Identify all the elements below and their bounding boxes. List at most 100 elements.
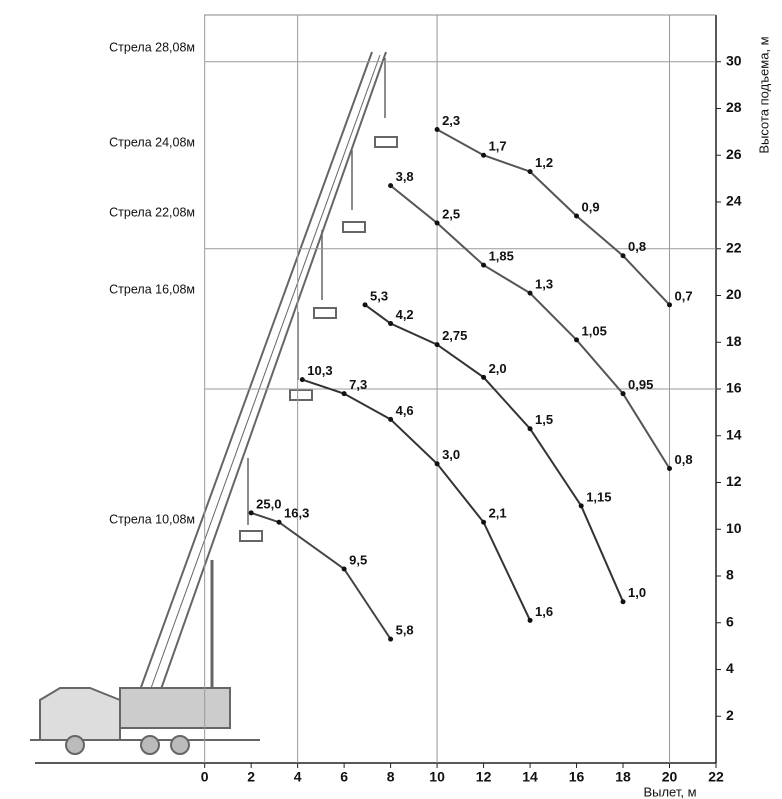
- point: [362, 302, 368, 308]
- load-label: 1,85: [489, 249, 514, 264]
- point: [299, 377, 305, 383]
- load-label: 2,3: [442, 113, 460, 128]
- point: [527, 617, 533, 623]
- load-curve: [436, 128, 671, 306]
- load-label: 0,95: [628, 377, 653, 392]
- load-label: 1,5: [535, 412, 553, 427]
- x-tick-label: 22: [708, 769, 724, 785]
- load-curve: [250, 511, 392, 640]
- x-tick-label: 4: [294, 769, 302, 785]
- point: [248, 510, 254, 516]
- y-tick-label: 30: [726, 52, 742, 68]
- y-tick-label: 18: [726, 333, 742, 349]
- load-label: 1,7: [489, 139, 507, 154]
- load-label: 10,3: [307, 363, 332, 378]
- load-label: 7,3: [349, 377, 367, 392]
- y-tick-label: 14: [726, 426, 742, 442]
- load-label: 0,8: [675, 452, 693, 467]
- y-tick-label: 20: [726, 286, 742, 302]
- boom-label: Стрела 28,08м: [109, 40, 195, 54]
- load-label: 2,1: [489, 506, 507, 521]
- load-label: 2,75: [442, 328, 467, 343]
- y-tick-label: 26: [726, 146, 742, 162]
- point: [434, 220, 440, 226]
- point: [620, 599, 626, 605]
- x-tick-label: 6: [340, 769, 348, 785]
- boom-label: Стрела 10,08м: [109, 512, 195, 526]
- point: [574, 337, 580, 343]
- point: [481, 152, 487, 158]
- point: [620, 391, 626, 397]
- load-label: 2,0: [489, 361, 507, 376]
- x-tick-label: 16: [569, 769, 585, 785]
- y-tick-label: 12: [726, 473, 742, 489]
- point: [667, 302, 673, 308]
- crane-sketch: [30, 51, 398, 755]
- y-tick-label: 2: [726, 707, 734, 723]
- y-axis-label: Высота подъема, м: [756, 36, 771, 153]
- x-axis-label: Вылет, м: [643, 784, 696, 799]
- point: [578, 503, 584, 509]
- load-label: 1,15: [586, 489, 611, 504]
- point: [527, 426, 533, 432]
- y-tick-label: 22: [726, 239, 742, 255]
- load-label: 2,5: [442, 206, 460, 221]
- y-tick-label: 8: [726, 567, 734, 583]
- boom-label: Стрела 24,08м: [109, 135, 195, 149]
- point: [434, 461, 440, 467]
- load-label: 1,6: [535, 604, 553, 619]
- y-tick-label: 10: [726, 520, 742, 536]
- load-label: 5,8: [396, 623, 414, 638]
- load-label: 4,6: [396, 403, 414, 418]
- load-label: 0,7: [675, 288, 693, 303]
- x-tick-label: 2: [247, 769, 255, 785]
- x-tick-label: 20: [662, 769, 678, 785]
- load-label: 5,3: [370, 288, 388, 303]
- load-label: 3,0: [442, 447, 460, 462]
- y-tick-label: 6: [726, 613, 734, 629]
- load-label: 0,8: [628, 239, 646, 254]
- point: [574, 213, 580, 219]
- load-label: 4,2: [396, 307, 414, 322]
- point: [341, 566, 347, 572]
- load-curve: [389, 184, 671, 470]
- load-label: 1,0: [628, 585, 646, 600]
- point: [388, 183, 394, 189]
- x-tick-label: 12: [476, 769, 492, 785]
- point: [667, 465, 673, 471]
- y-tick-label: 28: [726, 99, 742, 115]
- x-tick-label: 8: [387, 769, 395, 785]
- point: [276, 519, 282, 525]
- point: [388, 416, 394, 422]
- load-label: 9,5: [349, 552, 367, 567]
- x-tick-label: 10: [429, 769, 445, 785]
- point: [481, 519, 487, 525]
- load-label: 16,3: [284, 506, 309, 521]
- load-label: 25,0: [256, 496, 281, 511]
- point: [527, 290, 533, 296]
- point: [434, 127, 440, 133]
- load-curve: [301, 378, 531, 621]
- load-label: 1,05: [582, 323, 607, 338]
- load-label: 0,9: [582, 199, 600, 214]
- point: [620, 253, 626, 259]
- point: [527, 169, 533, 175]
- x-tick-label: 14: [522, 769, 538, 785]
- point: [481, 374, 487, 380]
- boom-label: Стрела 16,08м: [109, 282, 195, 296]
- boom-label: Стрела 22,08м: [109, 205, 195, 219]
- load-label: 1,3: [535, 277, 553, 292]
- y-tick-label: 4: [726, 660, 734, 676]
- load-label: 3,8: [396, 169, 414, 184]
- y-tick-label: 24: [726, 193, 742, 209]
- point: [388, 321, 394, 327]
- point: [388, 636, 394, 642]
- point: [481, 262, 487, 268]
- x-tick-label: 0: [201, 769, 209, 785]
- point: [434, 342, 440, 348]
- x-tick-label: 18: [615, 769, 631, 785]
- load-label: 1,2: [535, 155, 553, 170]
- point: [341, 391, 347, 397]
- y-tick-label: 16: [726, 380, 742, 396]
